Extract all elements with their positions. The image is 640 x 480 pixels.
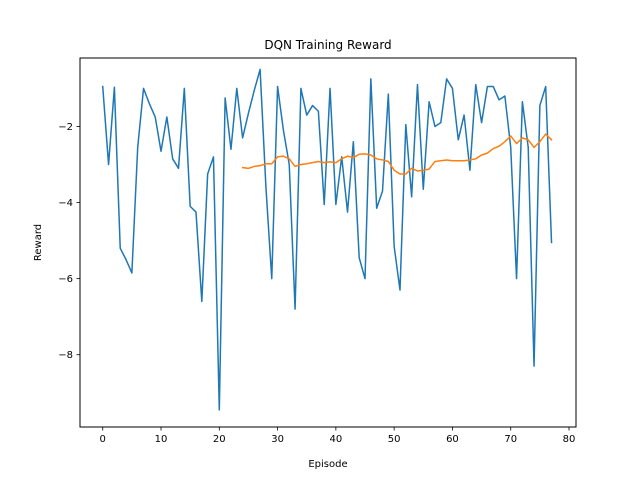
x-tick-label: 30 bbox=[271, 434, 284, 445]
y-tick-label: −6 bbox=[58, 274, 73, 285]
plot-frame bbox=[79, 57, 577, 428]
series-layer bbox=[101, 68, 553, 411]
x-tick-label: 0 bbox=[100, 434, 106, 445]
x-tick-label: 20 bbox=[213, 434, 226, 445]
plot-area bbox=[79, 57, 577, 428]
chart-title: DQN Training Reward bbox=[264, 38, 391, 52]
y-axis-title: Reward bbox=[33, 224, 44, 261]
y-tick-label: −8 bbox=[58, 350, 73, 361]
x-tick-label: 80 bbox=[563, 434, 576, 445]
x-axis-title: Episode bbox=[308, 459, 347, 470]
x-tick-label: 40 bbox=[330, 434, 343, 445]
x-axis: 0 10 20 30 40 50 60 70 80 bbox=[100, 427, 576, 445]
y-tick-label: −4 bbox=[58, 198, 73, 209]
x-tick-label: 10 bbox=[155, 434, 168, 445]
x-tick-label: 50 bbox=[388, 434, 401, 445]
y-axis: −8 −6 −4 −2 bbox=[58, 122, 80, 361]
moving-average-line bbox=[241, 133, 553, 175]
reward-line bbox=[101, 68, 553, 411]
x-tick-label: 60 bbox=[446, 434, 459, 445]
y-tick-label: −2 bbox=[58, 122, 73, 133]
x-tick-label: 70 bbox=[504, 434, 517, 445]
